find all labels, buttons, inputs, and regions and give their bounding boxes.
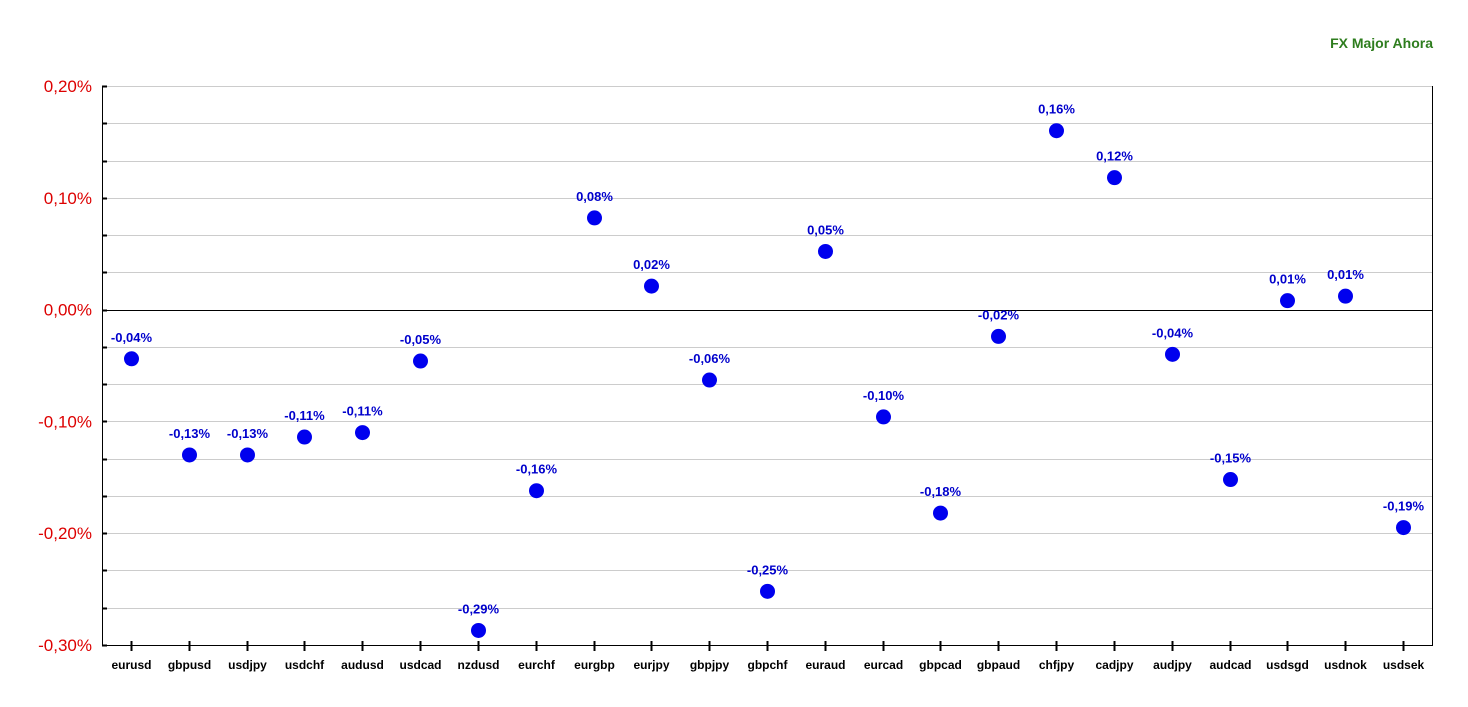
data-label: 0,01% xyxy=(1327,267,1364,282)
data-label: -0,06% xyxy=(689,351,731,366)
data-point xyxy=(1338,288,1353,304)
data-label: -0,29% xyxy=(458,601,500,616)
x-tick-label: gbpusd xyxy=(168,658,211,672)
x-tick-label: usdsgd xyxy=(1266,658,1309,672)
x-tick-label: nzdusd xyxy=(458,658,500,672)
x-tick-label: cadjpy xyxy=(1095,658,1133,672)
data-point xyxy=(818,243,833,259)
data-point xyxy=(1280,293,1295,309)
data-label: -0,15% xyxy=(1210,451,1252,466)
data-point xyxy=(124,351,139,367)
x-tick-label: eurcad xyxy=(864,658,903,672)
data-label: -0,19% xyxy=(1383,499,1425,514)
data-label: -0,04% xyxy=(1152,325,1194,340)
x-tick-label: usdjpy xyxy=(228,658,267,672)
x-tick-label: chfjpy xyxy=(1039,658,1075,672)
y-tick-label: -0,10% xyxy=(38,412,92,431)
data-point xyxy=(1049,123,1064,139)
data-point xyxy=(760,583,775,599)
data-point xyxy=(471,622,486,638)
x-tick-label: euraud xyxy=(805,658,845,672)
data-point xyxy=(1223,472,1238,488)
x-tick-label: audcad xyxy=(1209,658,1251,672)
data-label: -0,11% xyxy=(342,404,383,419)
chart-title: FX Major Ahora xyxy=(1330,35,1433,51)
x-tick-label: usdcad xyxy=(399,658,441,672)
data-point xyxy=(297,429,312,445)
y-tick-label: 0,10% xyxy=(44,189,92,208)
data-label: -0,04% xyxy=(111,330,153,345)
x-tick-label: usdchf xyxy=(285,658,325,672)
data-point xyxy=(876,409,891,425)
data-label: -0,25% xyxy=(747,562,789,577)
data-point xyxy=(529,483,544,499)
data-point xyxy=(644,278,659,294)
data-label: -0,18% xyxy=(920,484,962,499)
x-tick-label: usdsek xyxy=(1383,658,1425,672)
data-label: -0,16% xyxy=(516,462,558,477)
x-tick-label: audusd xyxy=(341,658,384,672)
data-label: -0,13% xyxy=(169,426,211,441)
data-label: -0,02% xyxy=(978,307,1020,322)
data-point xyxy=(991,328,1006,344)
data-label: -0,05% xyxy=(400,332,442,347)
data-point xyxy=(240,447,255,463)
x-tick-label: eurusd xyxy=(111,658,151,672)
data-point xyxy=(1396,520,1411,536)
data-label: 0,05% xyxy=(807,222,844,237)
data-label: -0,10% xyxy=(863,388,905,403)
data-point xyxy=(413,353,428,369)
data-label: 0,16% xyxy=(1038,102,1075,117)
data-label: -0,13% xyxy=(227,426,269,441)
x-tick-label: gbpaud xyxy=(977,658,1020,672)
data-point xyxy=(355,425,370,441)
y-tick-label: 0,00% xyxy=(44,301,92,320)
x-tick-label: gbpjpy xyxy=(690,658,730,672)
x-tick-label: gbpcad xyxy=(919,658,962,672)
data-point xyxy=(587,210,602,226)
data-point xyxy=(933,505,948,521)
data-label: 0,12% xyxy=(1096,149,1133,164)
x-tick-label: eurjpy xyxy=(633,658,669,672)
data-label: 0,08% xyxy=(576,189,613,204)
data-label: 0,02% xyxy=(633,257,670,272)
x-tick-label: usdnok xyxy=(1324,658,1367,672)
data-point xyxy=(1107,170,1122,186)
x-tick-label: eurchf xyxy=(518,658,556,672)
y-tick-label: -0,30% xyxy=(38,636,92,655)
data-point xyxy=(182,447,197,463)
data-label: 0,01% xyxy=(1269,272,1306,287)
x-tick-label: gbpchf xyxy=(748,658,789,672)
x-tick-label: eurgbp xyxy=(574,658,615,672)
y-tick-label: -0,20% xyxy=(38,524,92,543)
data-point xyxy=(1165,346,1180,362)
x-tick-label: audjpy xyxy=(1153,658,1192,672)
data-point xyxy=(702,372,717,388)
data-label: -0,11% xyxy=(284,408,325,423)
y-tick-label: 0,20% xyxy=(44,77,92,96)
